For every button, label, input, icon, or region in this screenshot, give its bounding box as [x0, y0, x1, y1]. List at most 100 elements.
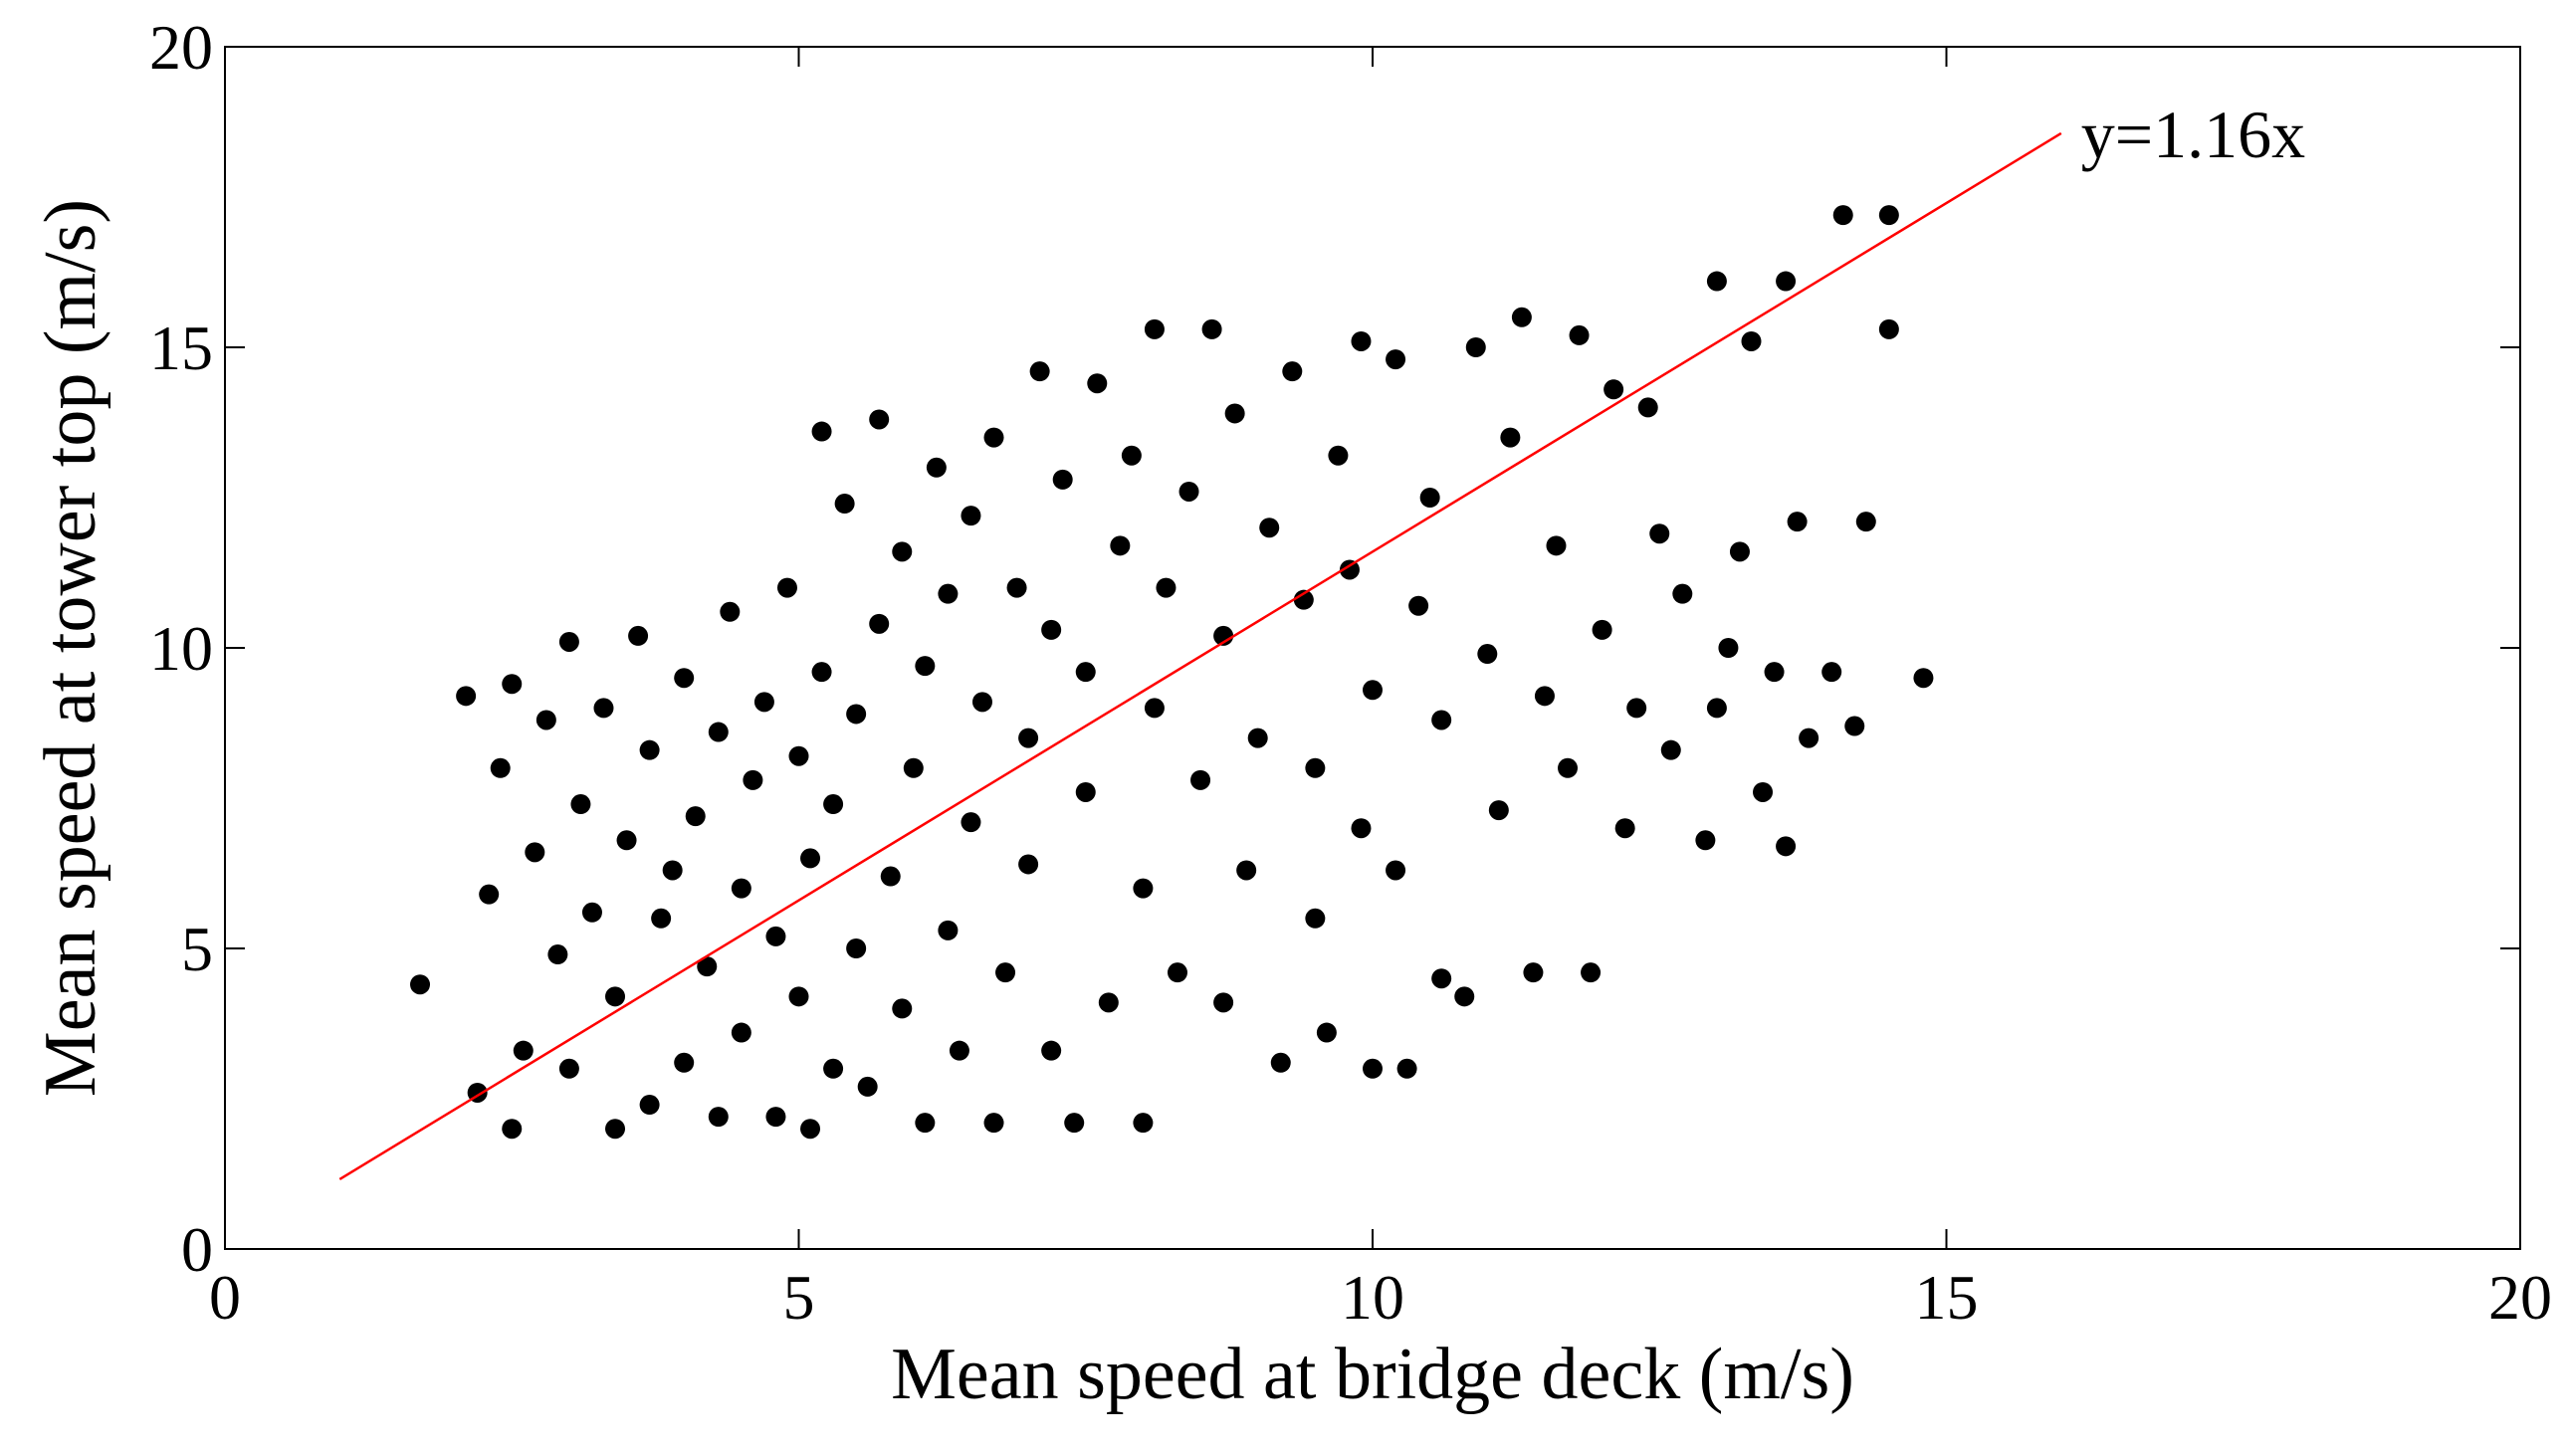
point — [1753, 781, 1774, 802]
point — [800, 1119, 821, 1140]
x-tick-label: 15 — [1915, 1262, 1979, 1333]
point — [410, 974, 431, 995]
fit-line — [338, 131, 2062, 1181]
point — [1247, 728, 1268, 748]
point — [651, 908, 672, 929]
point — [570, 794, 591, 815]
point — [1018, 728, 1039, 748]
point — [674, 1052, 695, 1073]
point — [776, 577, 797, 598]
point — [1878, 205, 1899, 226]
point — [823, 794, 844, 815]
point — [513, 1040, 534, 1061]
point — [1855, 512, 1876, 532]
point — [880, 866, 901, 887]
point — [1832, 205, 1853, 226]
point — [1064, 1113, 1085, 1134]
point — [1764, 662, 1785, 683]
point — [605, 1119, 626, 1140]
point — [1316, 1022, 1337, 1043]
point — [983, 1113, 1004, 1134]
point — [1144, 318, 1165, 339]
point — [1386, 349, 1406, 370]
point — [1075, 781, 1096, 802]
point — [765, 1107, 786, 1128]
point — [1431, 968, 1452, 989]
point — [915, 656, 936, 677]
point — [1386, 860, 1406, 881]
point — [903, 757, 924, 778]
point — [558, 631, 579, 652]
point — [708, 722, 729, 742]
point — [788, 745, 809, 766]
y-tick-label: 15 — [149, 312, 213, 383]
point — [731, 878, 751, 899]
point — [581, 902, 602, 923]
point — [743, 769, 763, 790]
point — [547, 944, 568, 965]
point — [1718, 638, 1739, 658]
point — [1236, 860, 1257, 881]
point — [1087, 373, 1108, 394]
x-tick-label: 20 — [2488, 1262, 2552, 1333]
point — [731, 1022, 751, 1043]
x-tick-label: 0 — [209, 1262, 241, 1333]
point — [1741, 330, 1762, 351]
point — [753, 692, 774, 713]
point — [1419, 488, 1440, 508]
point — [995, 962, 1016, 983]
point — [1569, 324, 1590, 345]
point — [1878, 318, 1899, 339]
x-axis-label: Mean speed at bridge deck (m/s) — [891, 1334, 1854, 1415]
point — [892, 541, 913, 562]
point — [869, 613, 890, 634]
point — [1305, 757, 1326, 778]
point — [1156, 577, 1177, 598]
point — [1844, 716, 1865, 736]
point — [1614, 818, 1635, 839]
point — [1913, 668, 1934, 689]
point — [961, 812, 981, 833]
point — [1190, 769, 1211, 790]
point — [1776, 836, 1797, 857]
point — [1133, 878, 1154, 899]
point — [857, 1076, 878, 1097]
point — [558, 1058, 579, 1079]
point — [1029, 361, 1050, 382]
point — [1649, 523, 1670, 544]
point — [1534, 686, 1555, 707]
point — [1201, 318, 1222, 339]
point — [1270, 1052, 1291, 1073]
point — [1511, 307, 1532, 327]
point — [892, 998, 913, 1019]
point — [1144, 698, 1165, 719]
point — [834, 494, 855, 515]
y-tick-label: 0 — [181, 1214, 213, 1285]
point — [1110, 535, 1131, 556]
point — [456, 686, 477, 707]
point — [628, 625, 649, 646]
point — [1660, 739, 1681, 760]
point — [811, 662, 832, 683]
point — [1041, 1040, 1062, 1061]
point — [938, 583, 959, 604]
point — [1121, 445, 1142, 466]
y-tick-label: 20 — [149, 12, 213, 83]
point — [1178, 481, 1199, 502]
point — [502, 674, 523, 695]
point — [1408, 595, 1429, 616]
point — [1305, 908, 1326, 929]
point — [1523, 962, 1544, 983]
point — [1018, 854, 1039, 875]
point — [1604, 379, 1624, 400]
point — [605, 986, 626, 1007]
point — [983, 427, 1004, 448]
point — [1396, 1058, 1417, 1079]
point — [1546, 535, 1567, 556]
point — [823, 1058, 844, 1079]
point — [1729, 541, 1750, 562]
point — [1488, 800, 1509, 821]
point — [1133, 1113, 1154, 1134]
point — [490, 757, 511, 778]
